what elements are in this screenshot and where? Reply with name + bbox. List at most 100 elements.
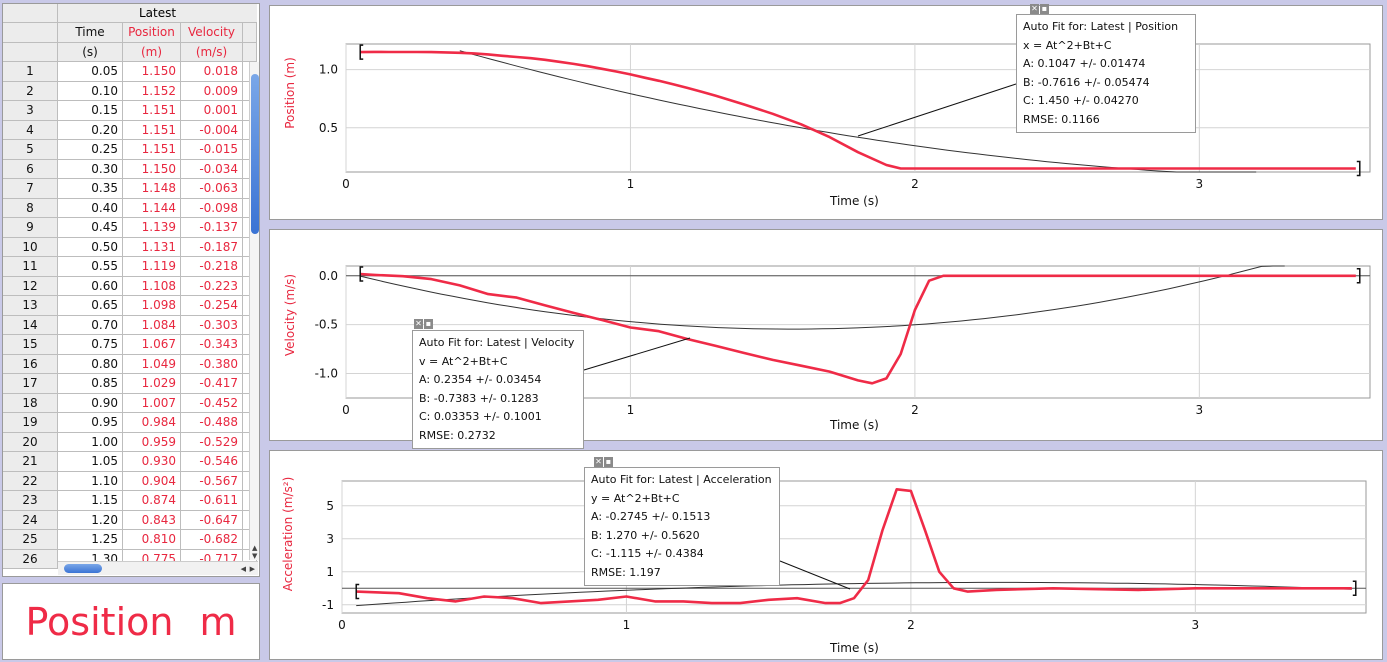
table-row[interactable]: 20 1.00 0.959 -0.529 [3,432,259,452]
table-row[interactable]: 14 0.70 1.084 -0.303 [3,315,259,335]
cell-velocity[interactable]: 0.009 [181,81,243,101]
cell-velocity[interactable]: 0.001 [181,101,243,121]
cell-time[interactable]: 1.25 [58,530,123,550]
cell-time[interactable]: 0.10 [58,81,123,101]
cell-velocity[interactable]: -0.187 [181,237,243,257]
table-row[interactable]: 7 0.35 1.148 -0.063 [3,179,259,199]
cell-position[interactable]: 1.084 [123,315,181,335]
table-row[interactable]: 2 0.10 1.152 0.009 [3,81,259,101]
cell-velocity[interactable]: -0.682 [181,530,243,550]
cell-velocity[interactable]: -0.015 [181,140,243,160]
options-icon[interactable]: ▪ [1040,4,1049,14]
cell-velocity[interactable]: -0.452 [181,393,243,413]
cell-position[interactable]: 1.007 [123,393,181,413]
cell-velocity[interactable]: -0.611 [181,491,243,511]
table-row[interactable]: 25 1.25 0.810 -0.682 [3,530,259,550]
table-row[interactable]: 4 0.20 1.151 -0.004 [3,120,259,140]
scroll-left-arrow-icon[interactable]: ◀ [240,565,246,573]
cell-velocity[interactable]: -0.004 [181,120,243,140]
cell-time[interactable]: 0.70 [58,315,123,335]
cell-position[interactable]: 1.151 [123,120,181,140]
cell-position[interactable]: 1.049 [123,354,181,374]
cell-velocity[interactable]: 0.018 [181,62,243,82]
cell-velocity[interactable]: -0.137 [181,218,243,238]
cell-velocity[interactable]: -0.567 [181,471,243,491]
scroll-down-arrow-icon[interactable]: ▼ [252,552,258,560]
velocity-plot[interactable]: 0 1 2 3 0.0 -0.5 -1.0 [270,230,1382,440]
cell-time[interactable]: 0.50 [58,237,123,257]
options-icon[interactable]: ▪ [604,457,613,467]
table-row[interactable]: 6 0.30 1.150 -0.034 [3,159,259,179]
velocity-fit-box[interactable]: Auto Fit for: Latest | Velocity v = At^2… [412,330,584,449]
table-row[interactable]: 18 0.90 1.007 -0.452 [3,393,259,413]
digital-meter[interactable]: Position m [2,583,260,660]
cell-velocity[interactable]: -0.303 [181,315,243,335]
close-icon[interactable]: ✕ [1030,4,1039,14]
cell-position[interactable]: 1.029 [123,374,181,394]
table-row[interactable]: 24 1.20 0.843 -0.647 [3,510,259,530]
close-icon[interactable]: ✕ [594,457,603,467]
cell-velocity[interactable]: -0.223 [181,276,243,296]
table-row[interactable]: 9 0.45 1.139 -0.137 [3,218,259,238]
cell-position[interactable]: 0.959 [123,432,181,452]
cell-time[interactable]: 0.80 [58,354,123,374]
cell-position[interactable]: 1.152 [123,81,181,101]
table-row[interactable]: 22 1.10 0.904 -0.567 [3,471,259,491]
table-row[interactable]: 21 1.05 0.930 -0.546 [3,452,259,472]
horizontal-scrollbar[interactable]: ◀ ▶ [58,561,258,575]
cell-position[interactable]: 0.874 [123,491,181,511]
table-row[interactable]: 12 0.60 1.108 -0.223 [3,276,259,296]
table-row[interactable]: 5 0.25 1.151 -0.015 [3,140,259,160]
table-row[interactable]: 23 1.15 0.874 -0.611 [3,491,259,511]
cell-time[interactable]: 0.15 [58,101,123,121]
table-row[interactable]: 3 0.15 1.151 0.001 [3,101,259,121]
cell-position[interactable]: 1.144 [123,198,181,218]
column-header-position[interactable]: Position [123,23,181,43]
cell-position[interactable]: 1.148 [123,179,181,199]
cell-position[interactable]: 0.843 [123,510,181,530]
table-row[interactable]: 16 0.80 1.049 -0.380 [3,354,259,374]
cell-position[interactable]: 0.930 [123,452,181,472]
cell-time[interactable]: 0.30 [58,159,123,179]
cell-velocity[interactable]: -0.063 [181,179,243,199]
data-table[interactable]: Latest Time Position Velocity (s) (m) (m… [2,3,260,577]
cell-position[interactable]: 1.131 [123,237,181,257]
scroll-up-arrow-icon[interactable]: ▲ [252,544,258,552]
options-icon[interactable]: ▪ [424,319,433,329]
acceleration-fit-box[interactable]: Auto Fit for: Latest | Acceleration y = … [584,467,780,586]
cell-position[interactable]: 1.067 [123,335,181,355]
position-graph[interactable]: 0 1 2 3 0.5 1.0 Position (m) Time (s) ✕ ▪ Auto… [269,4,1383,220]
cell-position[interactable]: 1.150 [123,62,181,82]
cell-time[interactable]: 0.75 [58,335,123,355]
close-icon[interactable]: ✕ [414,319,423,329]
cell-position[interactable]: 1.139 [123,218,181,238]
vertical-scroll-thumb[interactable] [251,74,259,234]
cell-velocity[interactable]: -0.098 [181,198,243,218]
cell-time[interactable]: 0.20 [58,120,123,140]
cell-position[interactable]: 1.119 [123,257,181,277]
cell-velocity[interactable]: -0.380 [181,354,243,374]
scroll-right-arrow-icon[interactable]: ▶ [249,565,255,573]
acceleration-plot[interactable]: 0 1 2 3 5 3 1 -1 [270,451,1382,659]
cell-time[interactable]: 0.90 [58,393,123,413]
cell-time[interactable]: 0.60 [58,276,123,296]
cell-position[interactable]: 1.151 [123,101,181,121]
position-fit-controls[interactable]: ✕ ▪ [1030,4,1050,15]
table-row[interactable]: 11 0.55 1.119 -0.218 [3,257,259,277]
cell-position[interactable]: 1.098 [123,296,181,316]
cell-velocity[interactable]: -0.488 [181,413,243,433]
cell-velocity[interactable]: -0.218 [181,257,243,277]
cell-position[interactable]: 0.810 [123,530,181,550]
cell-time[interactable]: 1.10 [58,471,123,491]
cell-time[interactable]: 0.05 [58,62,123,82]
table-row[interactable]: 17 0.85 1.029 -0.417 [3,374,259,394]
position-plot[interactable]: 0 1 2 3 0.5 1.0 [270,6,1382,219]
cell-velocity[interactable]: -0.343 [181,335,243,355]
velocity-fit-controls[interactable]: ✕ ▪ [414,319,434,330]
column-header-time[interactable]: Time [58,23,123,43]
cell-velocity[interactable]: -0.034 [181,159,243,179]
cell-time[interactable]: 0.65 [58,296,123,316]
cell-time[interactable]: 0.95 [58,413,123,433]
cell-time[interactable]: 1.20 [58,510,123,530]
cell-velocity[interactable]: -0.546 [181,452,243,472]
